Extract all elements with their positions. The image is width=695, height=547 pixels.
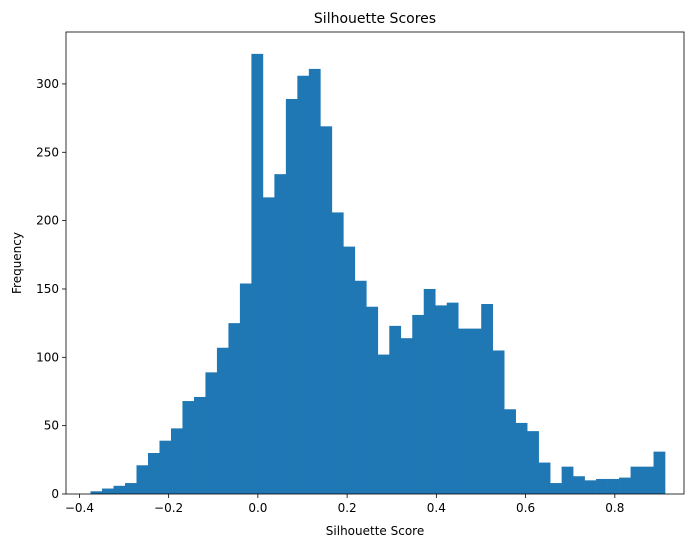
histogram-bar: [550, 483, 562, 494]
x-tick-label: 0.2: [338, 501, 357, 515]
histogram-bar: [584, 480, 597, 494]
histogram-bar: [228, 323, 241, 494]
x-tick-label: 0.8: [605, 501, 624, 515]
histogram-bar: [573, 476, 585, 494]
histogram-bar: [205, 372, 218, 494]
histogram-bar: [170, 428, 183, 494]
y-tick-label: 300: [36, 77, 59, 91]
histogram-bar: [607, 478, 620, 494]
histogram-bar: [125, 483, 137, 494]
plot-frame: [65, 31, 685, 495]
histogram-bar: [113, 485, 126, 494]
histogram-bar: [354, 280, 367, 494]
histogram-bar: [90, 491, 103, 494]
x-axis: −0.4 −0.2 0.0 0.2 0.4 0.6 0.8: [65, 494, 624, 515]
histogram-bar: [515, 422, 528, 494]
histogram-bar: [102, 488, 114, 494]
x-axis-label: Silhouette Score: [326, 524, 424, 538]
histogram-bar: [642, 466, 654, 494]
histogram-bar: [630, 466, 643, 494]
histogram-bar: [619, 477, 631, 494]
histogram-bar: [492, 350, 505, 494]
histogram-bar: [504, 409, 516, 494]
histogram-bar: [331, 212, 344, 495]
histogram-bar: [136, 465, 149, 494]
x-tick-label: −0.2: [154, 501, 183, 515]
histogram-bar: [308, 68, 321, 494]
histogram-bar: [182, 401, 195, 494]
histogram-bar: [538, 462, 551, 494]
y-axis-label: Frequency: [10, 232, 24, 294]
histogram-bar: [435, 305, 448, 494]
histogram-bar: [423, 288, 436, 494]
histogram-bar: [147, 452, 160, 494]
histogram-bar: [481, 304, 493, 494]
y-tick-label: 100: [36, 350, 59, 364]
x-tick-label: 0.4: [427, 501, 446, 515]
histogram-bar: [400, 338, 413, 494]
histogram-bar: [343, 246, 356, 494]
x-tick-label: −0.4: [65, 501, 94, 515]
histogram-bar: [469, 328, 482, 494]
y-tick-label: 200: [36, 214, 59, 228]
y-axis: 0 50 100 150 200 250 300: [36, 77, 66, 501]
y-tick-label: 50: [44, 419, 59, 433]
y-tick-label: 150: [36, 282, 59, 296]
histogram-bar: [561, 466, 574, 494]
histogram-bar: [297, 75, 310, 494]
histogram-bar: [239, 283, 252, 494]
histogram-bars: [90, 53, 666, 495]
histogram-bar: [193, 396, 206, 494]
histogram-bar: [320, 126, 333, 495]
histogram-bar: [366, 306, 379, 494]
x-tick-label: 0.6: [516, 501, 535, 515]
histogram-bar: [377, 354, 390, 494]
histogram-bar: [159, 440, 172, 494]
histogram-bar: [596, 478, 608, 494]
histogram-bar: [285, 98, 298, 495]
histogram-bar: [653, 451, 666, 494]
histogram-bar: [389, 325, 402, 494]
histogram-bar: [262, 197, 275, 494]
histogram-bar: [527, 431, 539, 494]
histogram-bar: [446, 302, 459, 494]
histogram-bar: [458, 328, 471, 494]
histogram-bar: [412, 314, 425, 494]
y-tick-label: 250: [36, 145, 59, 159]
y-tick-label: 0: [51, 487, 59, 501]
x-tick-label: 0.0: [248, 501, 267, 515]
histogram-bar: [216, 347, 229, 494]
chart-title: Silhouette Scores: [314, 11, 436, 27]
histogram-bar: [251, 53, 264, 495]
histogram-bar: [274, 174, 287, 494]
